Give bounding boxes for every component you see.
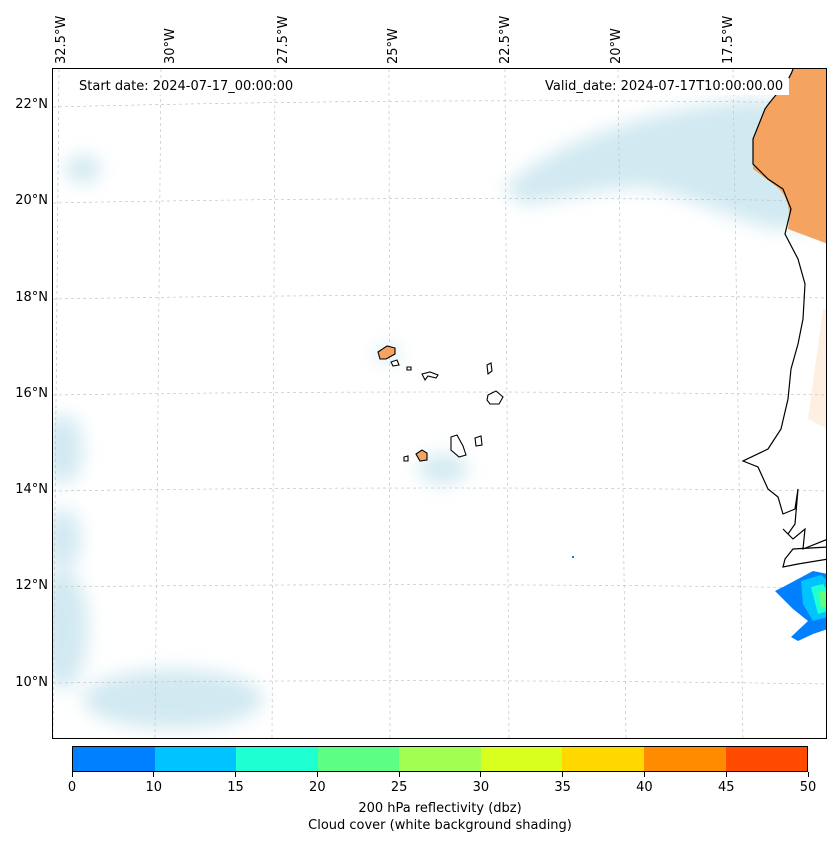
map-canvas: [53, 69, 826, 738]
reflectivity-speck: [572, 556, 574, 558]
reflectivity-cell-core: [818, 591, 826, 607]
colorbar-tick-mark: [235, 772, 237, 777]
lon-label-22-5w: 22.5°W: [498, 15, 513, 64]
colorbar-segment: [399, 747, 481, 771]
colorbar-tick-label: 10: [145, 780, 163, 795]
colorbar-tick-mark: [807, 772, 809, 777]
island-boa-vista: [486, 390, 504, 405]
island-santiago: [450, 434, 467, 458]
colorbar-segment: [236, 747, 318, 771]
lat-label-12n: 12°N: [15, 578, 48, 593]
colorbar-segment: [643, 747, 726, 771]
start-date-label: Start date: 2024-07-17_00:00:00: [73, 78, 300, 95]
colorbar-tick-mark: [643, 772, 645, 777]
colorbar-tick-label: 40: [636, 780, 653, 795]
colorbar-tick-label: 15: [227, 780, 244, 795]
lat-label-20n: 20°N: [15, 193, 48, 208]
colorbar-tick-label: 35: [554, 780, 571, 795]
lat-label-10n: 10°N: [15, 675, 48, 690]
colorbar-segment: [725, 747, 808, 771]
valid-date-label: Valid_date: 2024-07-17T10:00:00.00: [539, 78, 790, 95]
lat-label-14n: 14°N: [15, 482, 48, 497]
lon-label-27-5w: 27.5°W: [276, 15, 291, 64]
colorbar-tick-label: 45: [717, 780, 735, 795]
colorbar-tick-mark: [153, 772, 155, 777]
island-maio: [474, 435, 483, 447]
colorbar-tick-label: 0: [67, 780, 77, 795]
colorbar-label-cloud-cover: Cloud cover (white background shading): [308, 818, 572, 833]
island-santa-luzia: [406, 366, 412, 371]
africa-coast-light: [808, 309, 826, 428]
colorbar-segment: [480, 747, 563, 771]
colorbar-tick-mark: [316, 772, 318, 777]
colorbar-tick-label: 50: [799, 780, 817, 795]
colorbar-segment: [317, 747, 400, 771]
colorbar-segment: [562, 747, 644, 771]
map-panel: Start date: 2024-07-17_00:00:00 Valid_da…: [52, 68, 827, 739]
cape-verde-islands: [377, 345, 504, 462]
lon-label-20w: 20°W: [609, 28, 624, 64]
lat-label-18n: 18°N: [15, 290, 48, 305]
colorbar-segment: [73, 747, 155, 771]
colorbar-tick-label: 20: [309, 780, 326, 795]
lat-label-22n: 22°N: [15, 97, 48, 112]
colorbar-tick-mark: [480, 772, 482, 777]
island-santo-antao: [377, 345, 396, 360]
colorbar-tick-label: 25: [390, 780, 408, 795]
cloud-cover-shading: [53, 99, 826, 729]
lon-label-30w: 30°W: [163, 28, 178, 64]
colorbar-tick-mark: [725, 772, 727, 777]
colorbar-tick-mark: [398, 772, 400, 777]
africa-coastline: [741, 69, 826, 568]
island-sal: [486, 362, 493, 376]
reflectivity-colorbar: [72, 746, 808, 772]
lat-label-16n: 16°N: [15, 386, 48, 401]
colorbar-label-reflectivity: 200 hPa reflectivity (dbz): [358, 801, 522, 816]
colorbar-tick-mark: [71, 772, 73, 777]
colorbar-tick-label: 30: [472, 780, 490, 795]
lon-label-17-5w: 17.5°W: [721, 15, 736, 64]
island-fogo: [415, 449, 428, 462]
africa-landmass: [753, 69, 826, 244]
lon-label-25w: 25°W: [386, 28, 401, 64]
lon-label-32-5w: 32.5°W: [54, 15, 69, 64]
island-brava: [403, 455, 409, 462]
graticule: [53, 69, 826, 738]
island-sao-vicente: [390, 359, 400, 367]
island-sao-nicolau: [421, 371, 439, 382]
colorbar-tick-mark: [562, 772, 564, 777]
colorbar-segment: [154, 747, 237, 771]
